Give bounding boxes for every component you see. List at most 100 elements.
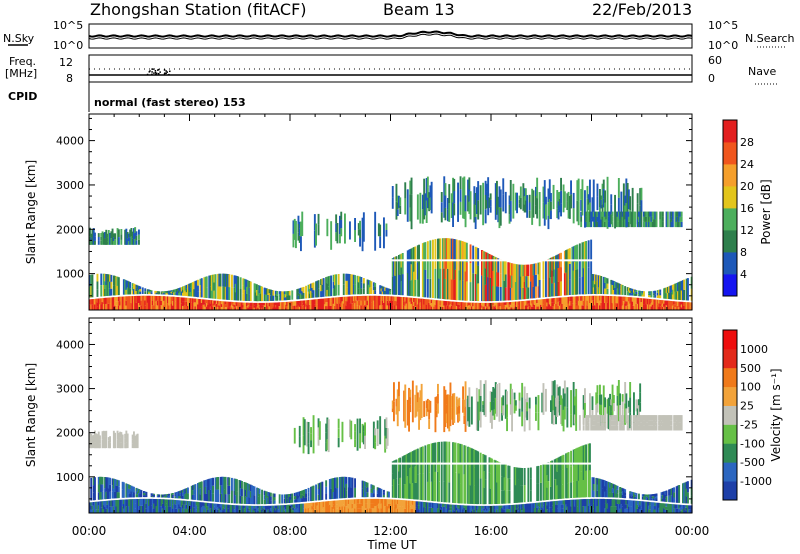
range-cell bbox=[663, 508, 665, 513]
range-cell bbox=[180, 291, 183, 296]
range-cell bbox=[416, 262, 419, 280]
range-cell bbox=[655, 415, 658, 423]
range-cell bbox=[420, 501, 423, 513]
range-cell bbox=[587, 204, 590, 211]
range-cell bbox=[556, 504, 559, 509]
range-cell bbox=[481, 307, 483, 310]
range-cell bbox=[359, 276, 361, 295]
range-cell bbox=[660, 495, 663, 499]
range-cell bbox=[443, 300, 446, 306]
range-cell bbox=[509, 383, 512, 395]
range-cell bbox=[261, 305, 263, 308]
range-cell bbox=[595, 287, 598, 295]
range-cell bbox=[653, 211, 655, 220]
range-cell bbox=[508, 214, 511, 224]
velocity-ytick-label: 3000 bbox=[56, 383, 84, 396]
range-cell bbox=[448, 203, 451, 222]
range-cell bbox=[400, 267, 403, 282]
range-cell bbox=[442, 509, 444, 513]
range-cell bbox=[119, 296, 122, 302]
range-cell bbox=[626, 287, 629, 292]
range-cell bbox=[562, 454, 565, 499]
range-cell bbox=[524, 300, 527, 306]
range-cell bbox=[205, 303, 208, 307]
range-cell bbox=[197, 501, 199, 508]
range-cell bbox=[131, 499, 134, 513]
range-cell bbox=[351, 508, 354, 513]
range-cell bbox=[166, 292, 169, 294]
range-cell bbox=[518, 203, 521, 208]
range-cell bbox=[498, 505, 501, 513]
range-cell bbox=[293, 218, 296, 240]
range-cell bbox=[127, 233, 130, 238]
range-cell bbox=[332, 288, 335, 296]
range-cell bbox=[408, 249, 410, 296]
range-cell bbox=[457, 182, 459, 222]
range-cell bbox=[286, 494, 289, 499]
range-cell bbox=[271, 307, 274, 310]
range-cell bbox=[403, 484, 405, 499]
range-cell bbox=[442, 503, 444, 507]
range-cell bbox=[354, 296, 356, 304]
range-cell bbox=[131, 283, 134, 287]
range-cell bbox=[293, 427, 296, 444]
range-cell bbox=[415, 449, 418, 466]
range-cell bbox=[195, 280, 198, 297]
range-cell bbox=[401, 456, 404, 499]
range-cell bbox=[601, 221, 604, 228]
range-cell bbox=[366, 508, 369, 513]
range-cell bbox=[470, 510, 473, 513]
range-cell bbox=[237, 509, 240, 513]
range-cell bbox=[458, 405, 461, 414]
range-cell bbox=[491, 391, 493, 411]
range-cell bbox=[228, 301, 231, 310]
range-cell bbox=[396, 499, 399, 505]
range-cell bbox=[92, 477, 95, 485]
range-cell bbox=[288, 494, 291, 497]
range-cell bbox=[611, 492, 614, 498]
range-cell bbox=[458, 270, 461, 301]
range-cell bbox=[537, 412, 540, 431]
range-cell bbox=[227, 304, 230, 308]
range-cell bbox=[506, 391, 508, 405]
range-cell bbox=[399, 254, 402, 275]
range-cell bbox=[610, 420, 613, 426]
range-cell bbox=[253, 307, 256, 310]
velocity-colorbar-swatch bbox=[723, 330, 737, 350]
range-cell bbox=[636, 509, 639, 513]
range-cell bbox=[663, 415, 665, 431]
range-cell bbox=[175, 288, 178, 293]
range-cell bbox=[630, 420, 633, 426]
range-cell bbox=[599, 415, 601, 423]
range-cell bbox=[576, 300, 579, 306]
range-cell bbox=[316, 299, 319, 305]
range-cell bbox=[627, 189, 630, 210]
range-cell bbox=[100, 476, 103, 485]
range-cell bbox=[297, 292, 300, 296]
range-cell bbox=[426, 398, 429, 404]
range-cell bbox=[591, 300, 594, 306]
range-cell bbox=[567, 467, 570, 483]
range-cell bbox=[616, 211, 619, 217]
range-cell bbox=[673, 422, 676, 431]
range-cell bbox=[664, 491, 667, 495]
range-cell bbox=[163, 296, 165, 301]
range-cell bbox=[452, 238, 454, 300]
range-cell bbox=[462, 509, 464, 513]
range-cell bbox=[97, 476, 100, 485]
range-cell bbox=[630, 211, 633, 228]
range-cell bbox=[346, 296, 349, 302]
range-cell bbox=[617, 380, 620, 401]
range-cell bbox=[302, 300, 305, 306]
range-cell bbox=[532, 503, 535, 513]
range-cell bbox=[523, 416, 526, 432]
range-cell bbox=[512, 301, 515, 305]
range-cell bbox=[670, 285, 673, 293]
range-cell bbox=[600, 195, 603, 200]
range-cell bbox=[138, 295, 140, 303]
range-cell bbox=[197, 507, 199, 513]
range-cell bbox=[423, 502, 426, 508]
range-cell bbox=[518, 467, 521, 503]
range-cell bbox=[576, 464, 579, 481]
range-cell bbox=[523, 188, 526, 197]
